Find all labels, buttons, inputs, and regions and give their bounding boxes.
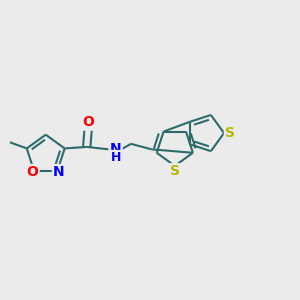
Text: H: H bbox=[110, 151, 121, 164]
Text: N: N bbox=[110, 142, 122, 156]
Text: O: O bbox=[82, 116, 94, 129]
Text: O: O bbox=[26, 165, 38, 179]
Text: S: S bbox=[225, 126, 235, 140]
Text: S: S bbox=[170, 164, 180, 178]
Text: N: N bbox=[53, 165, 65, 179]
